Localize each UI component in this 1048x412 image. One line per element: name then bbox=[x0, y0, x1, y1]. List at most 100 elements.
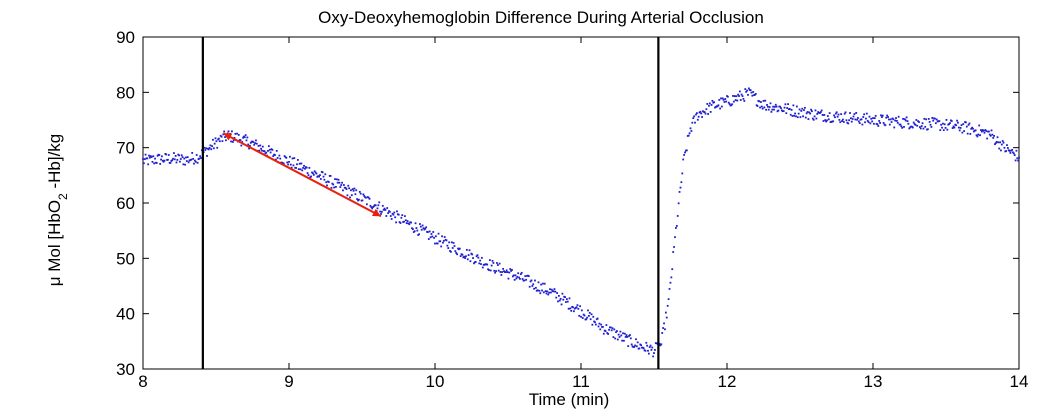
data-point bbox=[179, 160, 181, 163]
data-point bbox=[499, 271, 502, 273]
data-point bbox=[330, 186, 333, 189]
data-point bbox=[823, 114, 826, 116]
data-point bbox=[583, 314, 586, 317]
data-point bbox=[299, 168, 302, 171]
data-point bbox=[785, 112, 788, 115]
data-point bbox=[663, 322, 665, 325]
data-point bbox=[442, 241, 444, 244]
data-point bbox=[578, 314, 581, 317]
data-point bbox=[544, 290, 547, 293]
data-point bbox=[279, 157, 282, 160]
data-point bbox=[548, 291, 551, 294]
data-point bbox=[1006, 144, 1008, 147]
data-point bbox=[354, 193, 357, 196]
data-point bbox=[314, 171, 317, 174]
data-point bbox=[278, 154, 281, 157]
data-point bbox=[358, 190, 361, 193]
y-tick-label: 80 bbox=[116, 83, 135, 102]
data-point bbox=[849, 117, 852, 120]
data-point bbox=[779, 105, 782, 108]
data-point bbox=[754, 92, 757, 95]
data-point bbox=[174, 155, 177, 157]
data-point bbox=[797, 112, 800, 115]
data-point bbox=[496, 264, 499, 266]
data-point bbox=[383, 207, 386, 210]
data-point bbox=[355, 189, 358, 192]
data-point bbox=[521, 278, 524, 280]
x-tick-label: 8 bbox=[138, 372, 147, 391]
data-point bbox=[272, 155, 275, 158]
data-point bbox=[920, 125, 923, 127]
data-point bbox=[763, 106, 766, 109]
data-point bbox=[761, 107, 764, 110]
data-point bbox=[889, 118, 892, 121]
data-point bbox=[527, 275, 530, 278]
data-point bbox=[306, 172, 309, 174]
y-tick-label: 30 bbox=[116, 360, 135, 379]
data-point bbox=[252, 141, 255, 144]
data-point bbox=[708, 104, 710, 107]
data-point bbox=[561, 292, 564, 295]
data-point bbox=[334, 178, 336, 180]
data-point bbox=[478, 262, 481, 265]
data-point bbox=[176, 159, 179, 161]
data-point bbox=[446, 244, 449, 247]
data-point bbox=[389, 215, 392, 217]
data-point bbox=[690, 130, 693, 132]
data-point bbox=[489, 269, 492, 272]
data-point bbox=[719, 107, 722, 110]
data-point bbox=[335, 178, 338, 181]
data-point bbox=[365, 203, 368, 206]
data-point bbox=[1015, 149, 1018, 152]
data-point bbox=[861, 123, 864, 126]
slope-arrow-head-end bbox=[371, 209, 381, 217]
data-point bbox=[854, 118, 857, 121]
data-point bbox=[308, 166, 311, 169]
data-point bbox=[569, 307, 572, 310]
data-point bbox=[301, 169, 304, 172]
data-point bbox=[651, 346, 654, 349]
data-point bbox=[395, 221, 397, 224]
data-point bbox=[965, 125, 968, 128]
data-point bbox=[288, 160, 290, 163]
data-point bbox=[751, 94, 754, 97]
data-point bbox=[237, 133, 240, 136]
data-point bbox=[231, 140, 234, 143]
data-point bbox=[914, 124, 917, 126]
data-point bbox=[337, 178, 340, 181]
data-point bbox=[425, 226, 428, 229]
data-point bbox=[356, 198, 359, 200]
data-point bbox=[721, 97, 724, 100]
data-point bbox=[336, 181, 339, 184]
data-point bbox=[300, 162, 303, 165]
data-point bbox=[840, 113, 843, 116]
data-point bbox=[687, 134, 690, 137]
data-point bbox=[255, 139, 257, 142]
data-point bbox=[670, 276, 673, 279]
data-point bbox=[230, 140, 232, 143]
data-point bbox=[939, 129, 942, 132]
data-point bbox=[695, 113, 697, 116]
data-point bbox=[248, 147, 250, 150]
data-point bbox=[456, 253, 459, 256]
data-point bbox=[575, 306, 578, 309]
data-point bbox=[752, 91, 755, 93]
data-point bbox=[519, 273, 522, 276]
data-point bbox=[783, 106, 786, 109]
data-point bbox=[625, 334, 628, 337]
data-point bbox=[572, 306, 574, 309]
data-point bbox=[368, 197, 371, 200]
data-point bbox=[626, 335, 629, 338]
data-point bbox=[384, 209, 387, 211]
data-point bbox=[723, 101, 726, 103]
data-point bbox=[672, 251, 675, 253]
data-point bbox=[766, 104, 768, 106]
data-point bbox=[649, 344, 652, 347]
data-point bbox=[976, 135, 979, 138]
data-point bbox=[392, 213, 395, 216]
data-point bbox=[580, 309, 583, 312]
data-point bbox=[570, 309, 573, 312]
data-point bbox=[743, 100, 746, 102]
data-point bbox=[382, 208, 385, 211]
data-point bbox=[452, 242, 455, 244]
